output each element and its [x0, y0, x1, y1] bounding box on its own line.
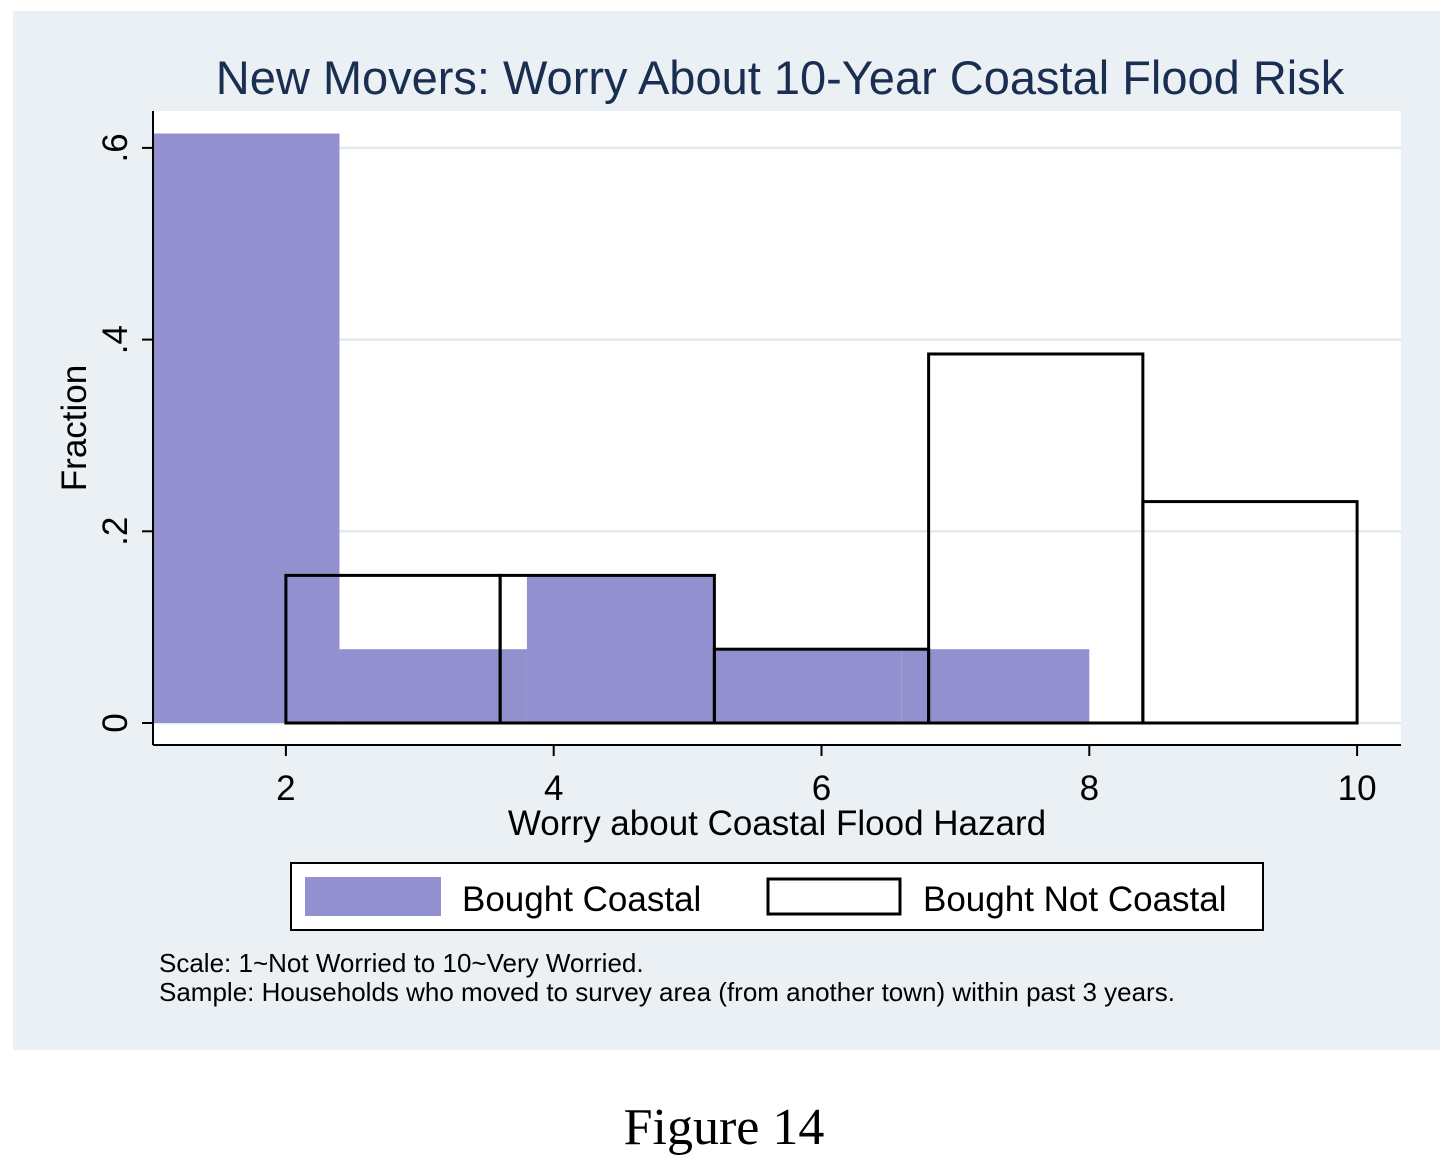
y-axis-ticks: 0 .2 .4 .6: [96, 133, 153, 733]
bar-bought-coastal-1: [339, 649, 527, 723]
legend-label-bought-not-coastal: Bought Not Coastal: [923, 880, 1227, 919]
bar-bought-coastal-0: [152, 133, 340, 723]
note-sample: Sample: Households who moved to survey a…: [159, 977, 1175, 1007]
x-tick-label-2: 6: [812, 769, 831, 808]
bar-bought-coastal-2: [526, 575, 715, 723]
x-tick-label-1: 4: [544, 769, 563, 808]
legend-label-bought-coastal: Bought Coastal: [462, 880, 701, 919]
note-scale: Scale: 1~Not Worried to 10~Very Worried.: [159, 948, 644, 978]
legend-box: [290, 862, 1264, 931]
x-axis-ticks: 2 4 6 8 10: [276, 745, 1377, 808]
legend-swatch-bought-not-coastal: [766, 877, 902, 916]
x-axis-label: Worry about Coastal Flood Hazard: [508, 804, 1046, 843]
figure-caption: Figure 14: [623, 1099, 825, 1156]
chart-title: New Movers: Worry About 10-Year Coastal …: [216, 51, 1345, 104]
plot-area: [153, 111, 1401, 745]
bar-bought-coastal-3: [714, 649, 902, 723]
x-tick-label-3: 8: [1080, 769, 1099, 808]
y-tick-label-0: 0: [96, 713, 135, 732]
bought-coastal-bars: [152, 133, 1090, 723]
y-tick-label-2: .4: [96, 325, 135, 354]
y-tick-label-1: .2: [96, 517, 135, 546]
x-tick-label-4: 10: [1338, 769, 1377, 808]
x-tick-label-0: 2: [276, 769, 295, 808]
bought-not-coastal-bars: [284, 352, 1359, 725]
y-axis-label: Fraction: [55, 365, 94, 491]
y-tick-label-3: .6: [96, 133, 135, 162]
legend-swatch-bought-coastal: [305, 877, 441, 916]
legend: Bought Coastal Bought Not Coastal: [290, 862, 1264, 931]
bar-bought-not-coastal-4: [1141, 500, 1359, 725]
bar-bought-coastal-4: [901, 649, 1090, 723]
